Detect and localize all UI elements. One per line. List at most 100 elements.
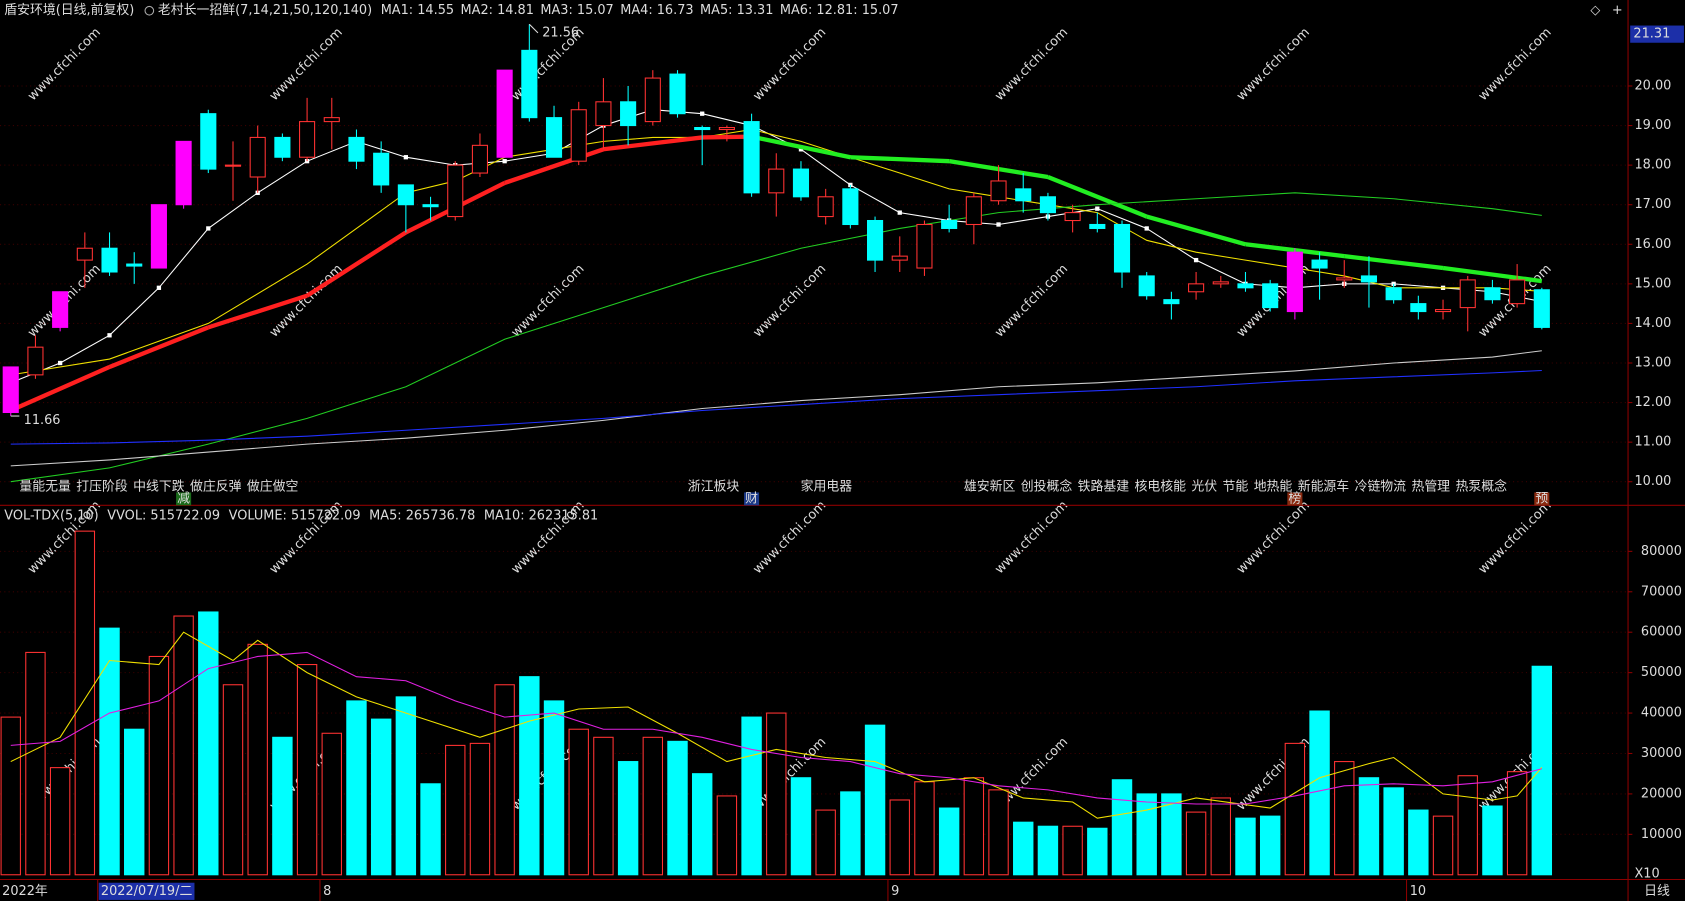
candle-body — [545, 117, 563, 158]
badge-bg — [744, 492, 760, 506]
y-tick-label: 19.00 — [1634, 118, 1671, 133]
y-tick-label: 50000 — [1641, 665, 1682, 680]
candle-body — [941, 219, 958, 229]
candle-body — [76, 247, 93, 261]
indicator-name: 老村长一招鲜(7,14,21,50,120,140) — [158, 3, 372, 18]
candle-body — [274, 136, 291, 158]
concept-tag: 铁路基建 — [1078, 479, 1130, 495]
candle-body — [1212, 281, 1229, 285]
candle-body — [521, 49, 538, 119]
candle-body — [175, 140, 192, 206]
volume-bar — [543, 700, 565, 876]
volume-bar — [173, 615, 194, 876]
candle-body — [990, 180, 1007, 202]
candle-body — [348, 136, 365, 162]
volume-bar — [1383, 787, 1404, 876]
candle-body — [126, 263, 143, 267]
candle-body — [2, 366, 19, 414]
candle-body — [1360, 275, 1378, 283]
ma-dot — [996, 222, 1001, 227]
candle-body — [249, 136, 266, 178]
candle-body — [447, 164, 464, 218]
volume-bar — [716, 795, 738, 876]
concept-tag: 浙江板块 — [688, 480, 740, 495]
candle-body — [299, 121, 316, 158]
legend-entry: MA1: 14.55 — [381, 3, 454, 18]
volume-bar — [1037, 825, 1059, 876]
badge-bg — [176, 492, 192, 506]
candle-body — [1533, 289, 1550, 328]
candle-body — [867, 219, 884, 261]
candle-body — [1311, 259, 1328, 269]
volume-bar — [1506, 771, 1528, 876]
volume-bar — [198, 611, 219, 876]
legend-entry: MA3: 15.07 — [540, 3, 613, 18]
volume-bar — [988, 789, 1009, 876]
candle-body — [224, 164, 242, 167]
volume-legend: VOLUME: 515722.09 — [229, 509, 361, 524]
x-tick-label: 9 — [891, 884, 899, 899]
ma-line-segment — [108, 325, 210, 369]
concept-tag: 中线下跌 — [133, 479, 185, 495]
indicator-icon — [144, 5, 155, 16]
concept-tag: 打压阶段 — [76, 480, 128, 495]
ma-dot — [897, 210, 902, 215]
candle-body — [422, 204, 439, 208]
volume-bar — [1432, 815, 1454, 876]
volume-legend: VVOL: 515722.09 — [107, 509, 220, 524]
legend-entry: MA5: 13.31 — [700, 3, 773, 18]
candle-body — [644, 77, 661, 123]
ma-dot — [403, 155, 409, 160]
volume-bar — [25, 651, 46, 876]
ma-line — [10, 631, 1543, 819]
ma-line-segment — [207, 293, 308, 330]
volume-bar — [840, 791, 861, 876]
ma-dot — [1144, 226, 1149, 231]
annotation-label: 11.66 — [24, 413, 61, 428]
volume-bar — [790, 777, 812, 876]
ma-line — [10, 192, 1542, 483]
ma-line-segment — [1442, 265, 1543, 284]
candle-body — [1039, 196, 1056, 214]
candle-body — [965, 196, 982, 226]
candle-body — [817, 196, 834, 218]
candle-body — [694, 126, 711, 131]
volume-bar — [617, 761, 639, 876]
volume-bar — [1309, 710, 1330, 876]
candle-body — [1188, 283, 1205, 293]
y-tick-label: 17.00 — [1634, 197, 1671, 212]
volume-bar — [445, 744, 466, 876]
candle-body — [620, 101, 637, 127]
volume-bar — [99, 627, 120, 876]
y-tick-label: 12.00 — [1634, 395, 1671, 410]
concept-tag: 核电核能 — [1135, 480, 1187, 495]
concept-tag: 做庄反弹 — [190, 479, 242, 495]
candle-body — [891, 255, 908, 261]
concept-tag: 家用电器 — [801, 479, 853, 495]
volume-bar — [1457, 775, 1478, 876]
volume-bar — [469, 742, 491, 876]
candle-body — [150, 204, 167, 269]
ma-dot — [1095, 206, 1100, 211]
candle-body — [323, 117, 340, 123]
candle-body — [1410, 303, 1427, 313]
volume-bar — [395, 696, 417, 876]
volume-bar — [321, 732, 342, 876]
candle-body — [1434, 309, 1452, 313]
concept-tag: 光伏 — [1191, 480, 1217, 495]
ma-dot — [206, 226, 211, 231]
candle-body — [768, 168, 785, 194]
ma-line-segment — [1146, 214, 1247, 247]
diamond-icon: ◇ — [1590, 3, 1600, 18]
ma-line-segment — [1344, 254, 1444, 271]
ma-line-segment — [305, 230, 408, 298]
ma-dot — [700, 111, 705, 116]
ma-dot — [156, 285, 162, 290]
candle-body — [669, 73, 686, 115]
candle-body — [1484, 287, 1501, 301]
ma-line-segment — [751, 134, 851, 160]
legend-entry: MA2: 14.81 — [461, 3, 534, 18]
ma-line-segment — [603, 135, 703, 152]
badge-bg — [1287, 492, 1303, 506]
x-tick-label: 8 — [323, 884, 331, 899]
